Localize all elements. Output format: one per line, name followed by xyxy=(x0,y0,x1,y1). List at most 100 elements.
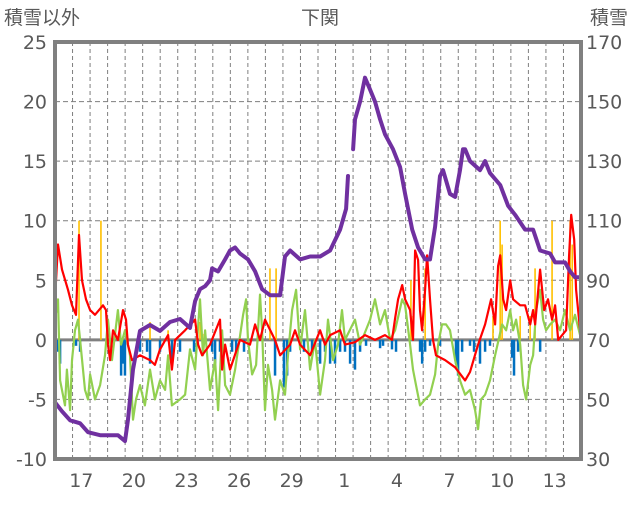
blue-bar xyxy=(456,339,460,376)
blue-bar xyxy=(273,339,277,376)
x-tick-label: 1 xyxy=(338,470,350,492)
orange-bar xyxy=(269,268,271,340)
blue-bar xyxy=(338,339,342,352)
lines xyxy=(53,75,583,444)
blue-bar xyxy=(488,339,492,346)
orange-bar xyxy=(551,220,553,340)
blue-bar xyxy=(516,339,520,352)
blue-bar xyxy=(483,339,487,352)
blue-bar xyxy=(158,339,162,352)
right-tick-label: 70 xyxy=(586,330,610,352)
right-tick-label: 110 xyxy=(586,211,622,233)
left-tick-label: 25 xyxy=(23,32,47,54)
right-tick-label: 170 xyxy=(586,32,622,54)
left-tick-label: 15 xyxy=(23,151,47,173)
blue-bar xyxy=(138,339,142,352)
right-tick-label: 130 xyxy=(586,151,622,173)
blue-bar xyxy=(510,339,514,358)
left-axis-title: 積雪以外 xyxy=(4,7,80,29)
blue-bar xyxy=(230,339,234,352)
blue-bar xyxy=(364,339,368,346)
blue-bar xyxy=(121,339,125,364)
blue-bar xyxy=(378,339,382,349)
blue-bar xyxy=(468,339,472,346)
right-tick-label: 50 xyxy=(586,389,610,411)
blue-bar xyxy=(56,339,60,352)
x-tick-label: 4 xyxy=(391,470,403,492)
right-tick-label: 150 xyxy=(586,92,622,114)
x-tick-label: 26 xyxy=(227,470,251,492)
orange-bar xyxy=(149,321,151,340)
blue-bar xyxy=(213,339,217,364)
chart-title: 下関 xyxy=(301,7,339,29)
blue-bar xyxy=(358,339,362,352)
orange-bar xyxy=(529,316,531,340)
blue-bar xyxy=(343,339,347,352)
orange-bar xyxy=(519,316,521,340)
blue-bar xyxy=(428,339,432,346)
blue-bar xyxy=(218,339,222,352)
blue-bar xyxy=(234,339,238,352)
left-tick-label: -5 xyxy=(28,389,47,411)
blue-bar xyxy=(454,339,458,364)
blue-bar xyxy=(478,339,482,364)
left-tick-label: -10 xyxy=(16,449,47,471)
left-tick-label: 5 xyxy=(35,270,47,292)
blue-bar xyxy=(310,339,314,352)
blue-bar xyxy=(192,339,196,352)
blue-bar xyxy=(74,339,78,346)
blue-bar xyxy=(418,339,422,352)
x-tick-label: 13 xyxy=(543,470,567,492)
x-tick-label: 10 xyxy=(490,470,514,492)
blue-bar xyxy=(148,339,152,364)
blue-bar xyxy=(390,339,394,350)
orange-bar xyxy=(100,220,102,340)
orange-bar xyxy=(78,220,80,340)
snow_depth-series-line xyxy=(53,75,583,444)
left-tick-label: 20 xyxy=(23,92,47,114)
x-tick-label: 20 xyxy=(122,470,146,492)
blue-bar xyxy=(381,339,385,346)
blue-bar xyxy=(318,339,322,364)
right-tick-label: 30 xyxy=(586,449,610,471)
orange-bar xyxy=(199,321,201,340)
blue-bar xyxy=(394,339,398,352)
blue-bar xyxy=(145,339,149,352)
blue-bar xyxy=(538,339,542,352)
orange-bar xyxy=(571,244,574,340)
blue-bar xyxy=(170,339,174,364)
x-tick-label: 29 xyxy=(280,470,304,492)
blue-bar xyxy=(460,339,464,352)
blue-bar xyxy=(438,339,442,346)
x-tick-label: 23 xyxy=(174,470,198,492)
orange-bar xyxy=(569,220,571,340)
blue-bar xyxy=(512,339,516,376)
right-axis-title: 積雪 xyxy=(590,7,628,29)
blue-bar xyxy=(178,339,182,352)
blue-bar xyxy=(282,339,286,388)
blue-bar xyxy=(119,339,123,376)
plot-frame xyxy=(53,40,583,461)
x-tick-label: 7 xyxy=(443,470,455,492)
orange-bar xyxy=(499,220,501,340)
blue-bar xyxy=(302,339,306,352)
orange-bar xyxy=(492,316,494,340)
blue-bar xyxy=(242,339,246,352)
blue-bar xyxy=(348,339,352,364)
blue-bar xyxy=(123,339,127,376)
left-tick-label: 0 xyxy=(35,330,47,352)
orange-bar xyxy=(275,268,277,340)
blue-bar xyxy=(328,339,332,364)
blue-bar xyxy=(353,339,357,370)
red-series-line xyxy=(53,213,582,382)
blue-bar xyxy=(472,339,476,352)
blue-bar xyxy=(210,339,214,352)
right-tick-label: 90 xyxy=(586,270,610,292)
blue-bar xyxy=(420,339,424,364)
left-tick-label: 10 xyxy=(23,211,47,233)
x-tick-label: 17 xyxy=(69,470,93,492)
blue-bar xyxy=(423,339,427,352)
orange-bar xyxy=(534,268,536,340)
